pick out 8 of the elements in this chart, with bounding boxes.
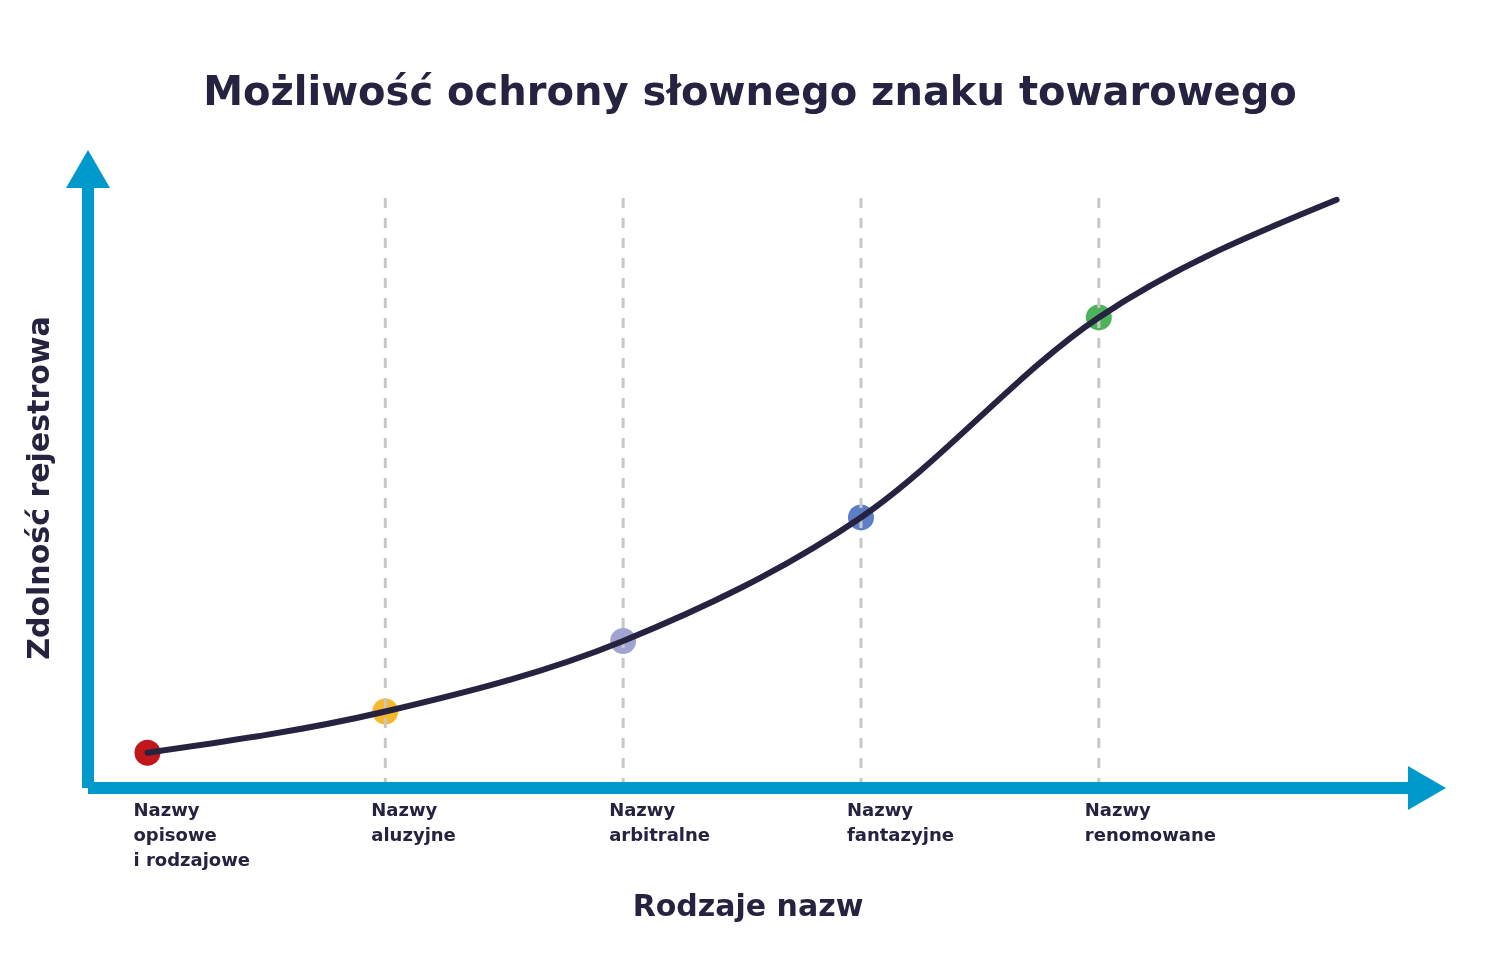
x-tick-label: Nazwy fantazyjne — [846, 799, 954, 845]
y-axis-title: Zdolność rejestrowa — [20, 316, 56, 660]
x-tick-label: Nazwy opisowe i rodzajowe — [133, 799, 251, 870]
x-tick-label: Nazwy renomowane — [1084, 799, 1216, 845]
x-axis-title: Rodzaje nazw — [631, 888, 865, 923]
x-tick-label: Nazwy arbitralne — [609, 799, 711, 845]
x-tick-label: Nazwy aluzyjne — [371, 799, 456, 845]
chart-title: Możliwość ochrony słownego znaku towarowego — [202, 67, 1298, 116]
